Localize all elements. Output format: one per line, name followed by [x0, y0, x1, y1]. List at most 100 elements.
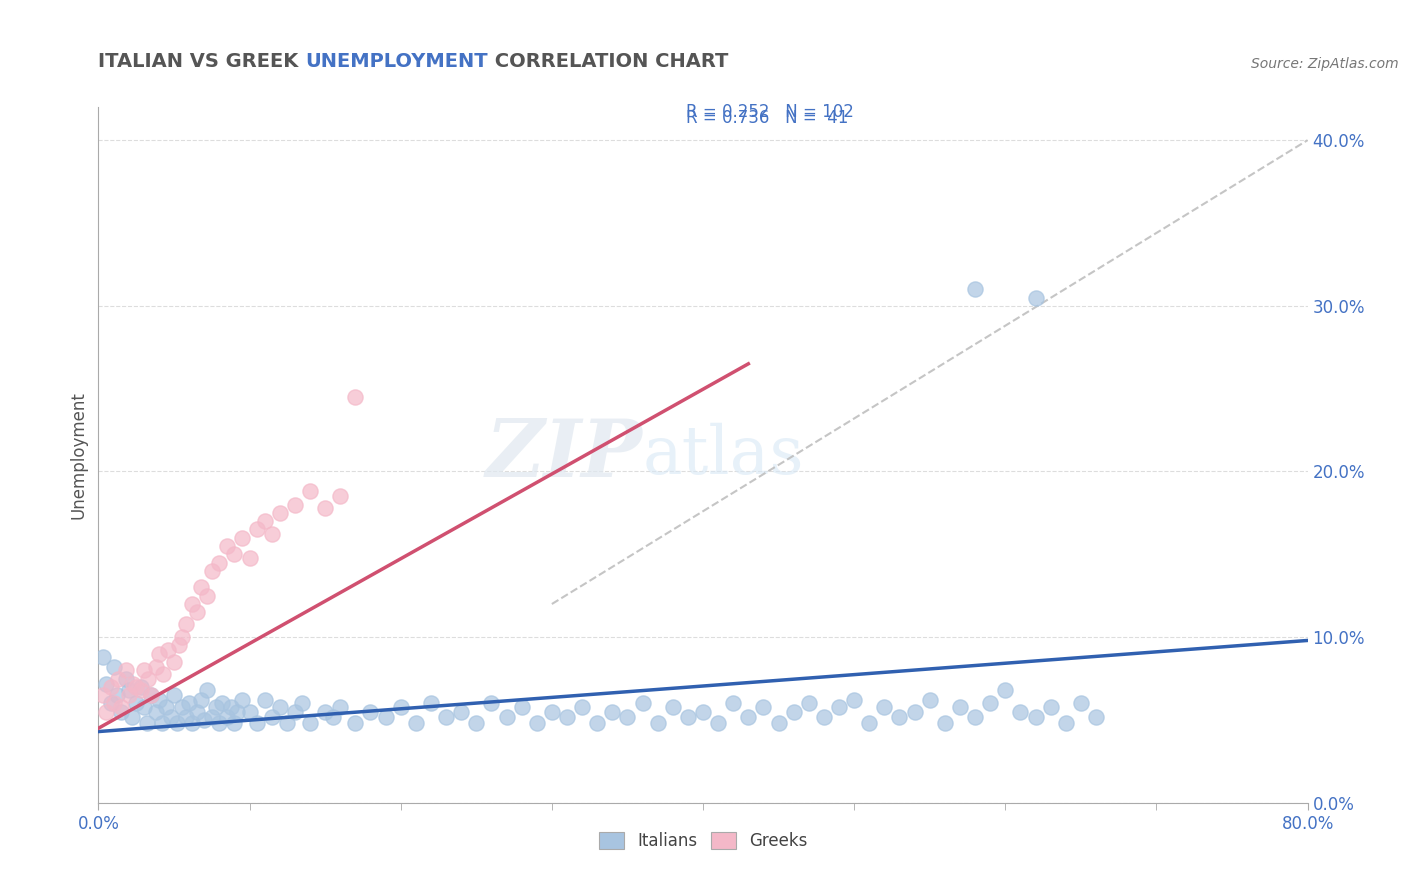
Point	[420, 697, 443, 711]
Point	[118, 688, 141, 702]
Point	[828, 699, 851, 714]
Point	[231, 531, 253, 545]
Point	[135, 716, 157, 731]
Point	[121, 709, 143, 723]
Point	[918, 693, 941, 707]
Point	[526, 716, 548, 731]
Point	[571, 699, 593, 714]
Point	[208, 716, 231, 731]
Point	[276, 716, 298, 731]
Point	[949, 699, 972, 714]
Point	[631, 697, 654, 711]
Point	[768, 716, 790, 731]
Point	[246, 716, 269, 731]
Point	[193, 713, 215, 727]
Point	[374, 709, 396, 723]
Point	[284, 498, 307, 512]
Point	[231, 693, 253, 707]
Point	[211, 697, 233, 711]
Point	[145, 660, 167, 674]
Point	[616, 709, 638, 723]
Point	[555, 709, 578, 723]
Point	[195, 589, 218, 603]
Point	[181, 716, 204, 731]
Point	[179, 697, 201, 711]
Text: CORRELATION CHART: CORRELATION CHART	[488, 53, 728, 71]
Point	[224, 716, 246, 731]
Point	[314, 500, 336, 515]
Point	[314, 705, 336, 719]
Point	[105, 688, 128, 702]
Point	[190, 581, 212, 595]
Point	[163, 655, 186, 669]
Point	[215, 709, 238, 723]
Text: ITALIAN VS GREEK: ITALIAN VS GREEK	[98, 53, 305, 71]
Point	[1085, 709, 1108, 723]
Point	[253, 514, 276, 528]
Point	[269, 699, 291, 714]
Point	[692, 705, 714, 719]
Point	[122, 676, 145, 690]
Point	[322, 709, 344, 723]
Point	[661, 699, 683, 714]
Point	[167, 639, 190, 653]
Point	[201, 564, 224, 578]
Point	[205, 699, 228, 714]
Point	[965, 282, 987, 296]
Point	[166, 716, 188, 731]
Point	[540, 705, 562, 719]
Text: R = 0.736   N =  41: R = 0.736 N = 41	[686, 109, 848, 127]
Point	[94, 705, 117, 719]
Point	[481, 697, 503, 711]
Point	[723, 697, 745, 711]
Point	[889, 709, 911, 723]
Point	[181, 597, 204, 611]
Point	[299, 484, 322, 499]
Point	[783, 705, 806, 719]
Point	[344, 390, 367, 404]
Point	[141, 688, 163, 702]
Point	[201, 709, 224, 723]
Point	[136, 672, 159, 686]
Point	[110, 705, 132, 719]
Point	[156, 643, 179, 657]
Text: R = 0.252   N = 102: R = 0.252 N = 102	[686, 103, 853, 120]
Point	[221, 699, 243, 714]
Point	[114, 672, 136, 686]
Point	[141, 688, 163, 702]
Point	[329, 699, 352, 714]
Point	[291, 697, 314, 711]
Point	[752, 699, 775, 714]
Point	[150, 716, 173, 731]
Point	[148, 647, 170, 661]
Point	[389, 699, 412, 714]
Point	[103, 660, 125, 674]
Point	[934, 716, 956, 731]
Point	[129, 683, 152, 698]
Point	[647, 716, 669, 731]
Point	[586, 716, 609, 731]
Point	[1024, 709, 1046, 723]
Point	[107, 672, 129, 686]
Text: Source: ZipAtlas.com: Source: ZipAtlas.com	[1251, 57, 1399, 71]
Point	[797, 697, 820, 711]
Point	[344, 716, 367, 731]
Point	[676, 709, 699, 723]
Point	[510, 699, 533, 714]
Point	[904, 705, 927, 719]
Point	[965, 709, 987, 723]
Y-axis label: Unemployment: Unemployment	[69, 391, 87, 519]
Point	[405, 716, 427, 731]
Point	[253, 693, 276, 707]
Point	[239, 705, 262, 719]
Point	[186, 605, 208, 619]
Point	[360, 705, 382, 719]
Point	[707, 716, 730, 731]
Point	[186, 705, 208, 719]
Point	[1024, 291, 1046, 305]
Point	[163, 688, 186, 702]
Point	[1010, 705, 1032, 719]
Point	[329, 489, 352, 503]
Point	[1070, 697, 1092, 711]
Text: ZIP: ZIP	[485, 417, 643, 493]
